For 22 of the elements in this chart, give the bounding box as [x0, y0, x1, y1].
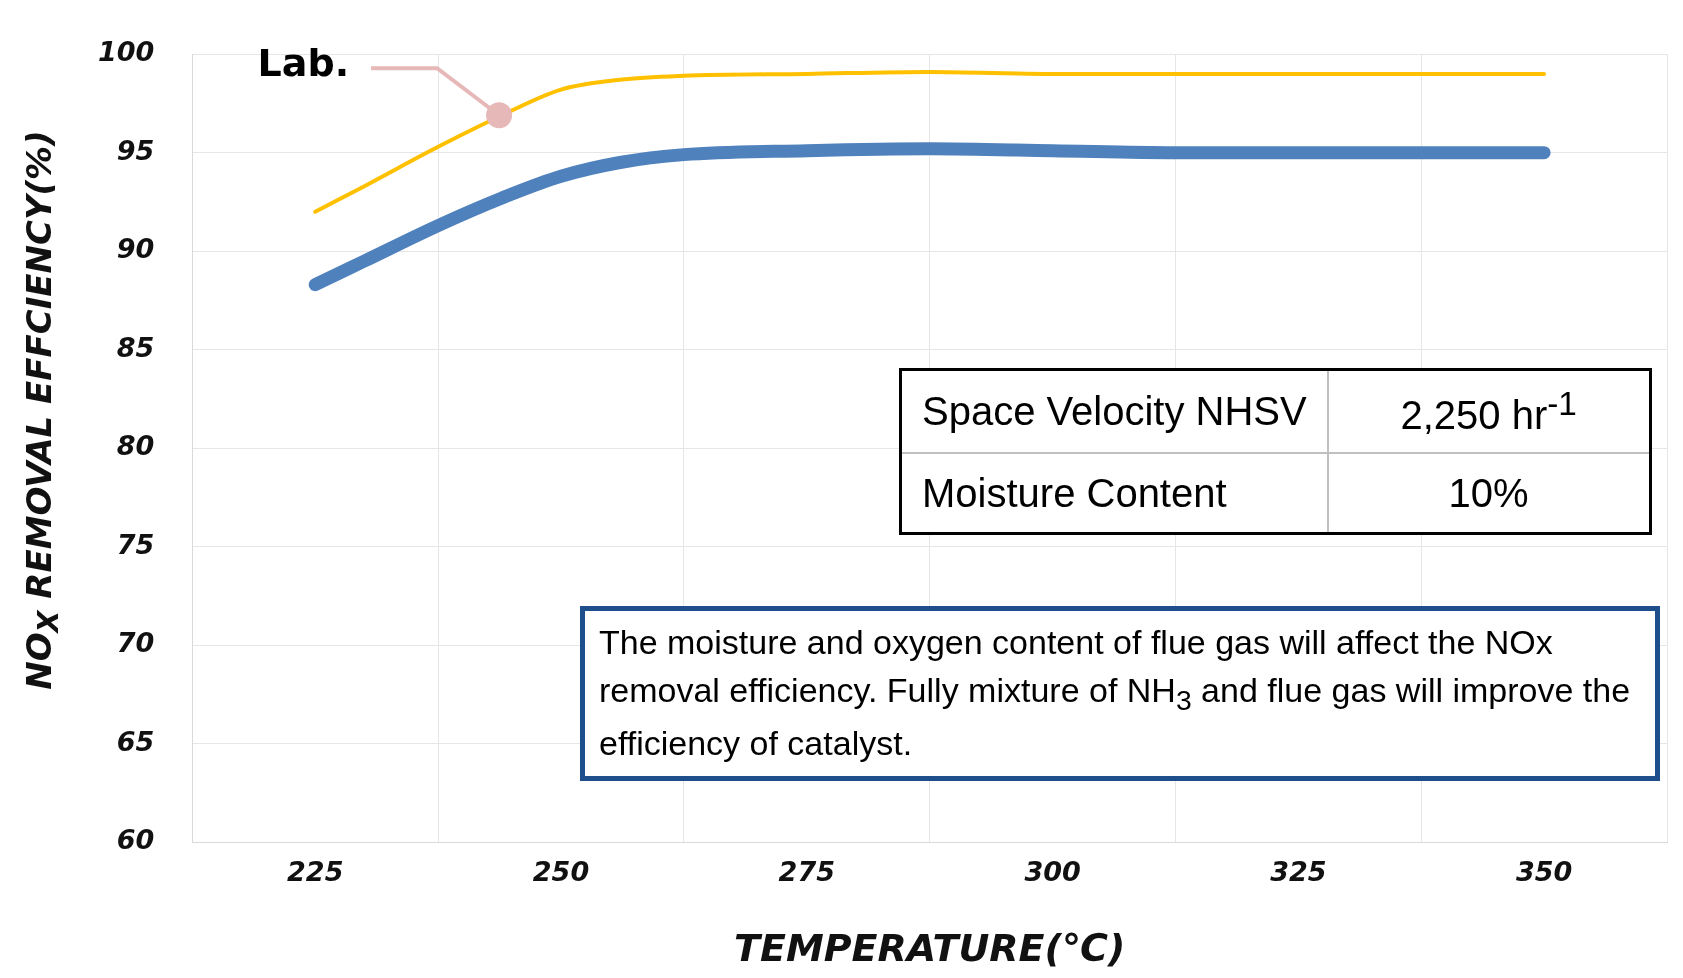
annotation: Moisture Content: [900, 453, 1328, 534]
y-tick-label: 60: [116, 824, 155, 856]
annotation: 10%: [1327, 453, 1651, 534]
annotation: 2,250 hr$^{-1}$: [1327, 369, 1651, 454]
y-tick-label: 85: [116, 331, 155, 363]
y-tick-label: 70: [116, 627, 155, 659]
y-tick-label: 100: [97, 36, 155, 68]
text: The moisture and oxygen content of flue gas will affect the NOx removal efficiency. Fully mixture of NH$_{3}$ and flue gas will improve the efficiency of catalyst.: [599, 623, 1631, 763]
x-tick-label: 225: [287, 856, 344, 888]
annotation: Space Velocity NHSV: [900, 369, 1328, 454]
annotation: Lab.: [257, 41, 350, 86]
y-tick-label: 75: [116, 528, 155, 560]
x-tick-label: 300: [1024, 856, 1081, 888]
x-tick-label: 275: [778, 856, 835, 888]
y-tick-label: 90: [116, 233, 155, 265]
x-tick-label: 325: [1270, 856, 1327, 888]
y-tick-label: 65: [116, 725, 155, 757]
x-tick-label: 250: [532, 856, 590, 888]
y-tick-label: 95: [116, 134, 155, 166]
y-tick-label: 80: [116, 430, 155, 462]
x-axis-title: TEMPERATURE(℃): [734, 926, 1126, 971]
x-tick-label: 350: [1515, 856, 1573, 888]
